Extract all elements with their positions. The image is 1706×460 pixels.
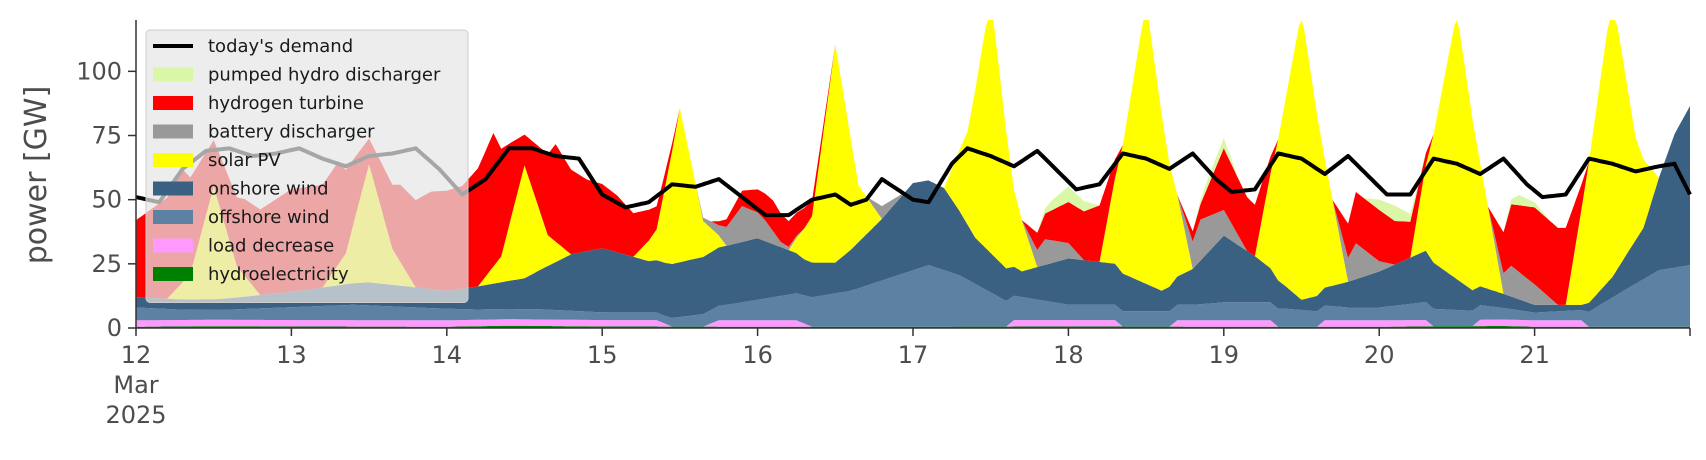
legend-label-load-decrease: load decrease (208, 236, 334, 257)
x-tick-label: 12 (121, 341, 152, 369)
area-offshore-wind (136, 265, 1690, 327)
legend: today's demand pumped hydro discharger hyd… (145, 29, 469, 303)
y-tick-label: 100 (76, 57, 122, 85)
y-ticks: 0 25 50 75 100 (76, 57, 136, 342)
x-tick-label: 15 (587, 341, 618, 369)
area-solar-pv (136, 20, 1690, 305)
legend-label-hydroelectricity: hydroelectricity (208, 264, 349, 285)
y-axis-title: power [GW] (19, 86, 54, 265)
legend-label-today-s-demand: today's demand (208, 36, 353, 57)
legend-label-onshore-wind: onshore wind (208, 179, 329, 200)
x-tick-label: 18 (1053, 341, 1084, 369)
x-tick-label: 21 (1519, 341, 1550, 369)
x-tick-label: 13 (276, 341, 307, 369)
legend-label-offshore-wind: offshore wind (208, 207, 330, 228)
legend-box (145, 29, 469, 303)
legend-swatch-hydrogen-turbine (153, 96, 193, 110)
legend-swatch-hydroelectricity (153, 267, 193, 281)
legend-label-pumped-hydro-discharger: pumped hydro discharger (208, 65, 441, 86)
y-tick-label: 25 (91, 250, 122, 278)
y-tick-label: 0 (107, 314, 122, 342)
legend-label-hydrogen-turbine: hydrogen turbine (208, 93, 364, 114)
x-tick-sublabel: 2025 (105, 401, 166, 429)
legend-swatch-offshore-wind (153, 210, 193, 224)
area-load-decrease (136, 319, 1690, 327)
x-tick-sublabel: Mar (113, 371, 158, 399)
y-tick-label: 75 (91, 122, 122, 150)
legend-swatch-onshore-wind (153, 181, 193, 196)
legend-swatch-battery-discharger (153, 124, 193, 139)
legend-label-battery-discharger: battery discharger (208, 122, 375, 143)
x-tick-label: 14 (432, 341, 463, 369)
legend-swatch-pumped-hydro-discharger (153, 67, 193, 82)
area-onshore-wind (136, 106, 1690, 318)
y-tick-label: 50 (91, 186, 122, 214)
legend-swatch-solar-pv (153, 153, 193, 167)
x-tick-label: 20 (1364, 341, 1395, 369)
x-tick-label: 16 (742, 341, 773, 369)
x-tick-label: 17 (898, 341, 929, 369)
legend-swatch-load-decrease (153, 238, 193, 253)
x-tick-label: 19 (1209, 341, 1240, 369)
legend-label-solar-pv: solar PV (208, 150, 281, 171)
